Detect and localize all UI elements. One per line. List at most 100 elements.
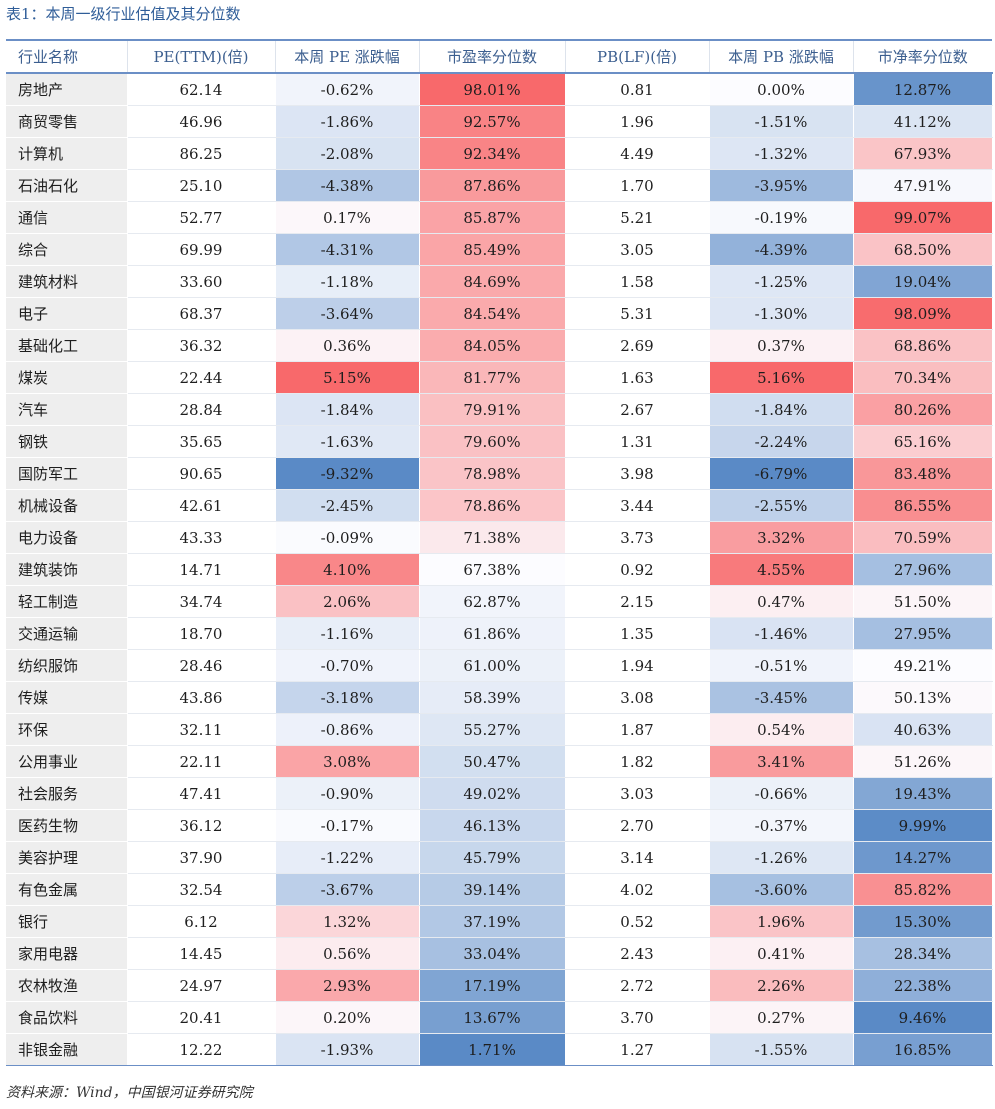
cell-pe-change: -1.63% — [275, 425, 420, 458]
cell-pb-lf: 2.67 — [565, 393, 710, 426]
cell-pe-change: -4.38% — [275, 169, 420, 202]
cell-industry-name: 钢铁 — [6, 425, 128, 458]
cell-pe-percentile: 17.19% — [419, 969, 566, 1002]
cell-industry-name: 商贸零售 — [6, 105, 128, 138]
cell-pb-lf: 2.15 — [565, 585, 710, 618]
cell-pe-percentile: 79.91% — [419, 393, 566, 426]
cell-pb-percentile: 47.91% — [853, 169, 993, 202]
cell-pe-ttm: 28.84 — [127, 393, 276, 426]
cell-pb-percentile: 28.34% — [853, 937, 993, 970]
cell-pb-lf: 1.96 — [565, 105, 710, 138]
cell-industry-name: 食品饮料 — [6, 1001, 128, 1034]
table-row: 房地产 62.14 -0.62% 98.01% 0.81 0.00% 12.87% — [6, 73, 993, 106]
cell-industry-name: 汽车 — [6, 393, 128, 426]
table-row: 家用电器 14.45 0.56% 33.04% 2.43 0.41% 28.34% — [6, 937, 993, 970]
cell-pe-ttm: 90.65 — [127, 457, 276, 490]
cell-pb-percentile: 12.87% — [853, 73, 993, 106]
cell-pe-ttm: 43.86 — [127, 681, 276, 714]
cell-pe-percentile: 71.38% — [419, 521, 566, 554]
table-row: 农林牧渔 24.97 2.93% 17.19% 2.72 2.26% 22.38% — [6, 969, 993, 1002]
cell-pb-percentile: 99.07% — [853, 201, 993, 234]
cell-industry-name: 有色金属 — [6, 873, 128, 906]
cell-pb-lf: 3.44 — [565, 489, 710, 522]
cell-industry-name: 基础化工 — [6, 329, 128, 362]
cell-pb-percentile: 14.27% — [853, 841, 993, 874]
table-row: 轻工制造 34.74 2.06% 62.87% 2.15 0.47% 51.50% — [6, 585, 993, 618]
cell-industry-name: 传媒 — [6, 681, 128, 714]
cell-pb-lf: 1.94 — [565, 649, 710, 682]
cell-industry-name: 房地产 — [6, 73, 128, 106]
cell-pe-change: -9.32% — [275, 457, 420, 490]
cell-pb-change: -1.32% — [709, 137, 854, 170]
cell-industry-name: 轻工制造 — [6, 585, 128, 618]
table-row: 机械设备 42.61 -2.45% 78.86% 3.44 -2.55% 86.55% — [6, 489, 993, 522]
cell-industry-name: 电力设备 — [6, 521, 128, 554]
table-row: 美容护理 37.90 -1.22% 45.79% 3.14 -1.26% 14.27% — [6, 841, 993, 874]
cell-pe-change: -1.93% — [275, 1033, 420, 1066]
cell-pb-change: -6.79% — [709, 457, 854, 490]
cell-pe-change: -0.62% — [275, 73, 420, 106]
table-row: 通信 52.77 0.17% 85.87% 5.21 -0.19% 99.07% — [6, 201, 993, 234]
cell-pb-change: 3.41% — [709, 745, 854, 778]
table-row: 电力设备 43.33 -0.09% 71.38% 3.73 3.32% 70.59% — [6, 521, 993, 554]
cell-pe-percentile: 39.14% — [419, 873, 566, 906]
cell-pb-change: 1.96% — [709, 905, 854, 938]
cell-industry-name: 电子 — [6, 297, 128, 330]
cell-pe-change: 3.08% — [275, 745, 420, 778]
cell-pb-change: -3.60% — [709, 873, 854, 906]
cell-industry-name: 纺织服饰 — [6, 649, 128, 682]
cell-pb-percentile: 19.43% — [853, 777, 993, 810]
cell-pb-percentile: 15.30% — [853, 905, 993, 938]
table-row: 交通运输 18.70 -1.16% 61.86% 1.35 -1.46% 27.95% — [6, 617, 993, 650]
cell-industry-name: 社会服务 — [6, 777, 128, 810]
cell-pe-ttm: 34.74 — [127, 585, 276, 618]
valuation-table: 行业名称 PE(TTM)(倍) 本周 PE 涨跌幅 市盈率分位数 PB(LF)(… — [6, 39, 993, 1066]
cell-industry-name: 美容护理 — [6, 841, 128, 874]
cell-pb-change: -1.30% — [709, 297, 854, 330]
cell-pe-percentile: 84.54% — [419, 297, 566, 330]
cell-pb-change: -1.46% — [709, 617, 854, 650]
table-caption: 表1：本周一级行业估值及其分位数 — [6, 5, 241, 23]
cell-pb-change: -2.24% — [709, 425, 854, 458]
cell-pe-percentile: 45.79% — [419, 841, 566, 874]
col-header-pb-change: 本周 PB 涨跌幅 — [709, 39, 854, 74]
cell-pe-ttm: 69.99 — [127, 233, 276, 266]
cell-pb-lf: 1.70 — [565, 169, 710, 202]
cell-pb-percentile: 9.99% — [853, 809, 993, 842]
table-row: 食品饮料 20.41 0.20% 13.67% 3.70 0.27% 9.46% — [6, 1001, 993, 1034]
cell-pe-percentile: 85.49% — [419, 233, 566, 266]
cell-pe-percentile: 62.87% — [419, 585, 566, 618]
cell-pe-percentile: 67.38% — [419, 553, 566, 586]
col-header-pe-percentile: 市盈率分位数 — [419, 39, 566, 74]
cell-industry-name: 交通运输 — [6, 617, 128, 650]
table-row: 综合 69.99 -4.31% 85.49% 3.05 -4.39% 68.50% — [6, 233, 993, 266]
cell-pb-lf: 1.82 — [565, 745, 710, 778]
cell-pb-lf: 3.73 — [565, 521, 710, 554]
table-row: 银行 6.12 1.32% 37.19% 0.52 1.96% 15.30% — [6, 905, 993, 938]
cell-pe-change: -4.31% — [275, 233, 420, 266]
cell-industry-name: 银行 — [6, 905, 128, 938]
cell-pb-lf: 3.08 — [565, 681, 710, 714]
cell-pe-ttm: 37.90 — [127, 841, 276, 874]
cell-pb-lf: 1.58 — [565, 265, 710, 298]
cell-pe-percentile: 49.02% — [419, 777, 566, 810]
cell-pe-percentile: 92.34% — [419, 137, 566, 170]
cell-pe-percentile: 78.98% — [419, 457, 566, 490]
cell-pb-change: 0.54% — [709, 713, 854, 746]
cell-pb-percentile: 27.95% — [853, 617, 993, 650]
cell-pe-change: 0.36% — [275, 329, 420, 362]
cell-pe-change: -3.67% — [275, 873, 420, 906]
cell-pb-change: -2.55% — [709, 489, 854, 522]
cell-pe-ttm: 32.11 — [127, 713, 276, 746]
cell-pe-ttm: 12.22 — [127, 1033, 276, 1066]
cell-pe-ttm: 14.71 — [127, 553, 276, 586]
cell-pb-percentile: 65.16% — [853, 425, 993, 458]
cell-pb-lf: 2.69 — [565, 329, 710, 362]
cell-pb-percentile: 68.86% — [853, 329, 993, 362]
cell-industry-name: 建筑材料 — [6, 265, 128, 298]
cell-pe-percentile: 58.39% — [419, 681, 566, 714]
cell-pb-change: 0.37% — [709, 329, 854, 362]
cell-pe-ttm: 62.14 — [127, 73, 276, 106]
table-row: 电子 68.37 -3.64% 84.54% 5.31 -1.30% 98.09% — [6, 297, 993, 330]
cell-pe-change: 5.15% — [275, 361, 420, 394]
